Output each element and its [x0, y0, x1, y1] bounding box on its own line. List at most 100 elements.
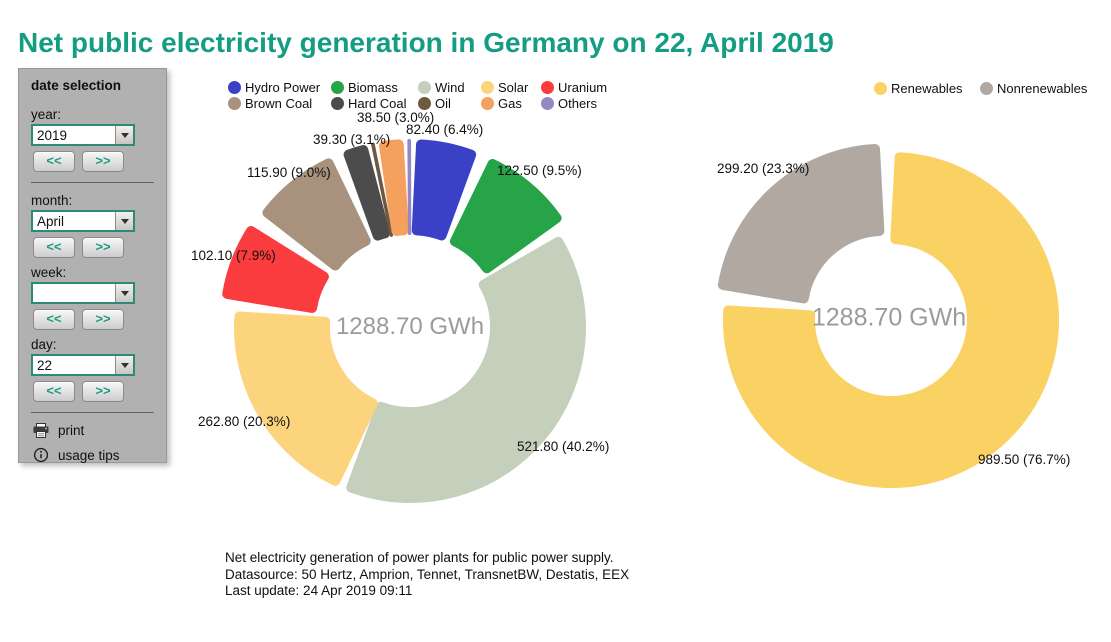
legend-label: Others [558, 95, 598, 111]
panel-divider [31, 412, 154, 413]
legend-item-nonrenewables[interactable]: Nonrenewables [980, 81, 1111, 96]
date-selection-panel: date selection year: 2019 << >> month: April <… [18, 68, 167, 463]
legend-item-solar[interactable]: Solar [481, 80, 541, 95]
slice-brown-coal[interactable] [262, 158, 371, 271]
slice-gas[interactable] [379, 139, 409, 236]
week-stepper: << >> [33, 309, 166, 330]
day-prev-button[interactable]: << [33, 381, 75, 402]
footer-note: Net electricity generation of power plan… [225, 550, 629, 600]
slice-hard-coal[interactable] [343, 145, 391, 241]
legend-label: Gas [498, 95, 522, 111]
slice-others[interactable] [407, 139, 412, 236]
legend-label: Uranium [558, 79, 608, 95]
generation-donut-chart [222, 139, 586, 503]
day-select[interactable]: 22 [31, 354, 135, 376]
legend-label: Hydro Power [245, 79, 321, 95]
year-prev-button[interactable]: << [33, 151, 75, 172]
month-select-value: April [37, 214, 65, 229]
legend-dot-uranium [541, 80, 554, 94]
slice-nonrenewables[interactable] [717, 144, 885, 304]
slice-value-label-nonrenewables: 299.20 (23.3%) [717, 161, 810, 176]
legend-item-others[interactable]: Others [541, 96, 621, 111]
slice-value-label-biomass: 122.50 (9.5%) [497, 163, 582, 178]
legend-dot-nonrenewables [980, 81, 993, 95]
month-select[interactable]: April [31, 210, 135, 232]
day-next-button[interactable]: >> [82, 381, 124, 402]
legend-dot-brown-coal [228, 96, 241, 110]
slice-solar[interactable] [234, 311, 378, 486]
page-title: Net public electricity generation in Ger… [18, 26, 834, 58]
year-label: year: [31, 107, 62, 122]
legend-item-uranium[interactable]: Uranium [541, 80, 621, 95]
month-stepper: << >> [33, 237, 166, 258]
slice-value-label-wind: 521.80 (40.2%) [517, 439, 610, 454]
legend-item-gas[interactable]: Gas [481, 96, 541, 111]
legend-item-oil[interactable]: Oil [418, 96, 481, 111]
slice-value-label-gas: 38.50 (3.0%) [357, 110, 435, 125]
month-label: month: [31, 193, 73, 208]
slice-value-label-solar: 262.80 (20.3%) [198, 414, 291, 429]
slice-renewables[interactable] [723, 152, 1059, 488]
slice-uranium[interactable] [222, 226, 329, 313]
footer-line-3: Last update: 24 Apr 2019 09:11 [225, 583, 413, 598]
usage-tips-label: usage tips [58, 447, 120, 463]
legend-item-hydro-power[interactable]: Hydro Power [228, 80, 331, 95]
generation-legend: Hydro Power Biomass Wind Solar Uranium Brown … [228, 79, 621, 111]
year-select[interactable]: 2019 [31, 124, 135, 146]
legend-item-hard-coal[interactable]: Hard Coal [331, 96, 418, 111]
footer-line-1: Net electricity generation of power plan… [225, 550, 614, 565]
week-select[interactable] [31, 282, 135, 304]
legend-label: Oil [435, 95, 451, 111]
usage-tips-link[interactable]: usage tips [33, 447, 166, 463]
legend-label: Renewables [891, 80, 963, 96]
week-prev-button[interactable]: << [33, 309, 75, 330]
week-next-button[interactable]: >> [82, 309, 124, 330]
legend-label: Brown Coal [245, 95, 313, 111]
slice-hydro-power[interactable] [411, 139, 477, 241]
legend-item-brown-coal[interactable]: Brown Coal [228, 96, 331, 111]
renewables-donut-chart [717, 144, 1059, 488]
legend-dot-oil [418, 96, 431, 110]
year-select-value: 2019 [37, 128, 68, 143]
year-next-button[interactable]: >> [82, 151, 124, 172]
generation-total-label: 1288.70 GWh [335, 313, 485, 340]
slice-value-label-renewables: 989.50 (76.7%) [978, 452, 1071, 467]
year-stepper: << >> [33, 151, 166, 172]
legend-label: Biomass [348, 79, 398, 95]
month-prev-button[interactable]: << [33, 237, 75, 258]
day-stepper: << >> [33, 381, 166, 402]
chevron-down-icon[interactable] [115, 212, 133, 230]
print-label: print [58, 423, 85, 438]
renewables-total-label: 1288.70 GWh [811, 303, 967, 332]
legend-item-renewables[interactable]: Renewables [874, 81, 980, 96]
legend-row: Renewables Nonrenewables [874, 80, 1111, 96]
legend-row: Brown Coal Hard Coal Oil Gas Others [228, 95, 621, 111]
renewables-legend: Renewables Nonrenewables [874, 80, 1111, 96]
date-selection-title: date selection [31, 78, 122, 93]
legend-dot-hydro-power [228, 80, 241, 94]
print-link[interactable]: print [33, 423, 166, 438]
legend-dot-others [541, 96, 554, 110]
legend-item-biomass[interactable]: Biomass [331, 80, 418, 95]
panel-divider [31, 182, 154, 183]
info-icon [33, 447, 49, 463]
legend-label: Solar [498, 79, 529, 95]
day-label: day: [31, 337, 57, 352]
date-fields: year: 2019 << >> month: April << >> week: << >> day… [31, 107, 166, 413]
month-next-button[interactable]: >> [82, 237, 124, 258]
slice-value-label-hydro-power: 82.40 (6.4%) [406, 122, 484, 137]
legend-label: Wind [435, 79, 465, 95]
slice-wind[interactable] [346, 236, 586, 503]
footer-line-2: Datasource: 50 Hertz, Amprion, Tennet, T… [225, 566, 630, 582]
legend-dot-hard-coal [331, 96, 344, 110]
legend-dot-biomass [331, 80, 344, 94]
day-select-value: 22 [37, 358, 53, 373]
legend-item-wind[interactable]: Wind [418, 80, 481, 95]
chevron-down-icon[interactable] [115, 284, 133, 302]
chevron-down-icon[interactable] [115, 356, 133, 374]
slice-oil[interactable] [371, 142, 394, 237]
chevron-down-icon[interactable] [115, 126, 133, 144]
legend-dot-renewables [874, 81, 887, 95]
legend-dot-solar [481, 80, 494, 94]
slice-biomass[interactable] [449, 159, 562, 274]
